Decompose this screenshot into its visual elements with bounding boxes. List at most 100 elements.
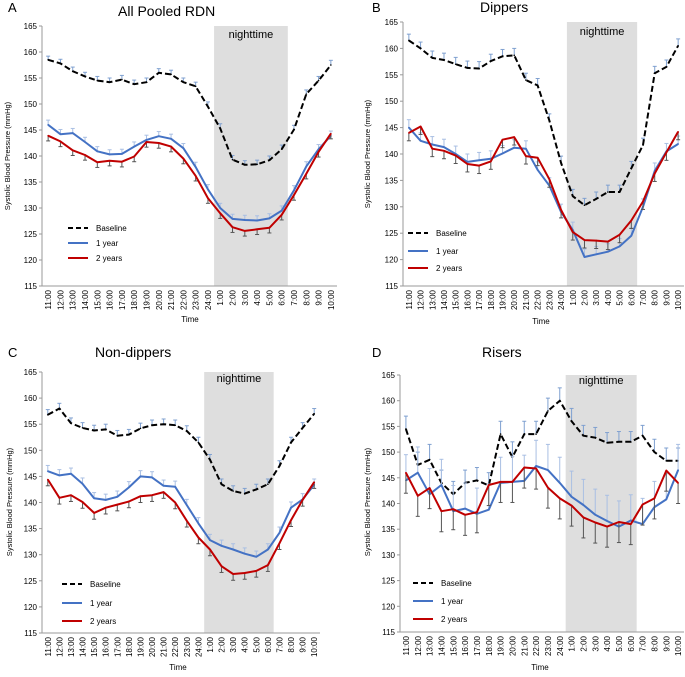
y-tick-label: 115 — [385, 282, 398, 291]
data-point — [464, 507, 466, 510]
data-point — [501, 138, 504, 141]
data-point — [558, 482, 561, 484]
data-point — [280, 209, 283, 212]
data-point — [677, 143, 679, 145]
data-point — [440, 484, 443, 486]
data-point — [47, 59, 49, 61]
data-point — [207, 197, 209, 199]
data-point — [560, 162, 562, 164]
data-point — [454, 154, 457, 157]
data-point — [476, 479, 478, 482]
x-axis-label: Time — [532, 317, 550, 326]
data-point — [513, 146, 516, 149]
data-point — [256, 219, 258, 222]
data-point — [116, 503, 119, 506]
data-point — [58, 474, 61, 477]
x-tick-label: 24:00 — [194, 636, 203, 657]
data-point — [133, 155, 135, 158]
series-line — [408, 126, 679, 258]
data-point — [466, 67, 469, 69]
chart-title: Dippers — [480, 0, 528, 15]
data-point — [157, 135, 160, 138]
data-point — [618, 521, 620, 523]
data-point — [548, 119, 551, 122]
data-point — [570, 496, 573, 498]
data-point — [243, 552, 246, 555]
data-point — [487, 484, 490, 486]
data-point — [629, 441, 632, 443]
x-tick-label: 14:00 — [440, 289, 449, 310]
x-tick-label: 9:00 — [315, 289, 324, 305]
data-point — [47, 124, 49, 126]
data-point — [157, 72, 160, 74]
legend-label-2: 1 year — [90, 599, 113, 608]
data-point — [536, 84, 539, 87]
data-point — [535, 465, 537, 467]
x-tick-label: 3:00 — [591, 635, 600, 651]
x-tick-label: 7:00 — [275, 636, 284, 652]
data-point — [466, 161, 469, 163]
data-point — [209, 548, 211, 551]
y-tick-label: 150 — [385, 97, 399, 106]
x-tick-label: 7:00 — [290, 289, 299, 305]
series-line — [47, 58, 332, 166]
data-point — [630, 167, 633, 170]
x-tick-label: 13:00 — [69, 289, 78, 310]
data-point — [408, 132, 410, 134]
x-tick-label: 17:00 — [475, 289, 484, 310]
x-tick-label: 10:00 — [674, 635, 683, 656]
data-point — [653, 497, 656, 500]
data-point — [133, 145, 135, 148]
x-tick-label: 9:00 — [662, 635, 671, 651]
data-point — [290, 506, 292, 509]
x-tick-label: 20:00 — [148, 636, 157, 657]
x-tick-label: 17:00 — [113, 636, 122, 657]
data-point — [677, 131, 679, 133]
panel-letter: C — [8, 345, 17, 360]
data-point — [535, 433, 537, 435]
y-tick-label: 160 — [24, 48, 38, 57]
data-point — [278, 465, 281, 467]
data-point — [665, 498, 668, 501]
x-tick-label: 3:00 — [241, 289, 250, 305]
x-tick-label: 12:00 — [55, 636, 64, 657]
x-tick-label: 18:00 — [125, 636, 134, 657]
data-point — [653, 172, 656, 175]
y-tick-label: 160 — [385, 44, 399, 53]
data-point — [280, 148, 283, 151]
data-point — [231, 158, 234, 161]
data-point — [46, 470, 49, 472]
y-tick-label: 165 — [24, 22, 38, 31]
data-point — [162, 484, 165, 487]
data-point — [194, 174, 197, 177]
data-point — [443, 59, 445, 61]
x-tick-label: 5:00 — [615, 635, 624, 651]
data-point — [490, 160, 492, 163]
data-point — [642, 144, 644, 146]
x-tick-label: 6:00 — [627, 289, 636, 305]
x-tick-label: 11:00 — [44, 289, 53, 309]
data-point — [121, 153, 123, 155]
y-tick-label: 160 — [24, 394, 38, 403]
x-tick-label: 18:00 — [130, 289, 139, 310]
y-tick-label: 135 — [24, 178, 38, 187]
data-point — [594, 514, 597, 516]
data-point — [207, 188, 209, 191]
x-tick-label: 15:00 — [93, 289, 102, 310]
y-tick-label: 120 — [385, 256, 399, 265]
y-tick-label: 145 — [385, 124, 399, 133]
x-tick-label: 9:00 — [299, 636, 308, 652]
data-point — [629, 519, 632, 522]
data-point — [487, 508, 490, 511]
data-point — [104, 506, 107, 509]
panel-letter: D — [372, 345, 381, 360]
data-point — [170, 145, 172, 148]
data-point — [511, 481, 514, 483]
data-point — [70, 422, 72, 424]
data-point — [81, 482, 84, 485]
x-tick-label: 16:00 — [106, 289, 115, 310]
data-point — [305, 93, 308, 95]
y-axis-label: Systolic Blood Pressure (mmHg) — [363, 99, 372, 208]
data-point — [71, 149, 74, 152]
data-point — [405, 471, 407, 474]
